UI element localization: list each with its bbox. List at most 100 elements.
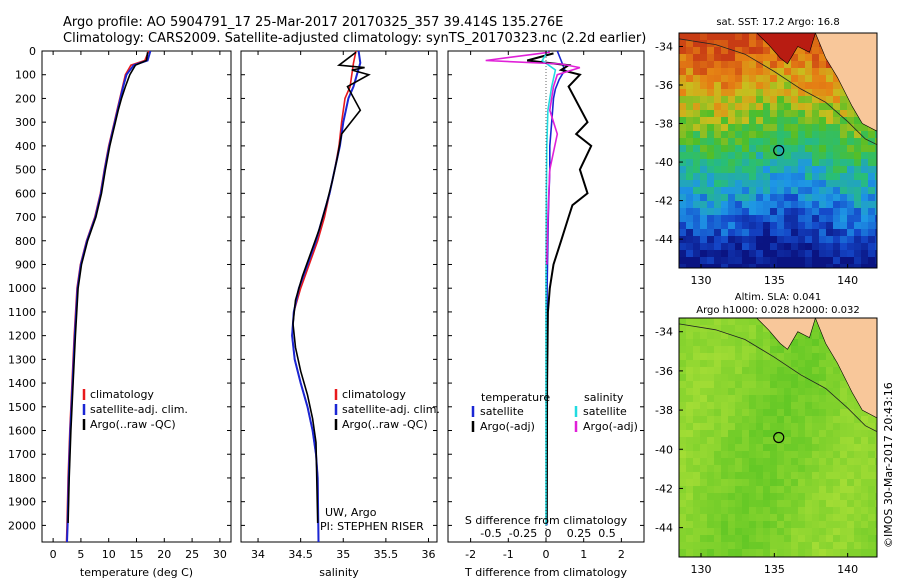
map-cell: [749, 465, 756, 472]
map-cell: [714, 318, 721, 325]
map-cell: [693, 430, 700, 437]
map-cell: [812, 472, 819, 479]
map-cell: [798, 542, 805, 549]
map-cell: [700, 430, 707, 437]
map-cell: [721, 229, 728, 236]
map-cell: [686, 500, 693, 507]
map-cell: [714, 194, 721, 201]
map-cell: [763, 110, 770, 117]
map-cell: [826, 535, 833, 542]
y-tick-label: 1500: [8, 401, 36, 414]
map-cell: [763, 222, 770, 229]
map-cell: [749, 243, 756, 250]
map-cell: [798, 250, 805, 257]
map-cell: [777, 479, 784, 486]
map-cell: [707, 215, 714, 222]
map-cell: [763, 131, 770, 138]
map-cell: [777, 423, 784, 430]
y-tick-label: -44: [655, 522, 673, 535]
map-cell: [707, 437, 714, 444]
map-cell: [777, 110, 784, 117]
map-cell: [784, 110, 791, 117]
map-cell: [707, 346, 714, 353]
map-cell: [840, 229, 847, 236]
map-cell: [784, 124, 791, 131]
map-cell: [812, 514, 819, 521]
map-cell: [770, 423, 777, 430]
map-cell: [686, 187, 693, 194]
map-cell: [847, 138, 854, 145]
map-cell: [819, 89, 826, 96]
map-cell: [763, 82, 770, 89]
map-cell: [826, 353, 833, 360]
map-cell: [763, 444, 770, 451]
map-cell: [826, 528, 833, 535]
map-cell: [763, 493, 770, 500]
map-cell: [693, 61, 700, 68]
map-cell: [714, 360, 721, 367]
map-cell: [763, 395, 770, 402]
map-cell: [763, 159, 770, 166]
map-cell: [826, 131, 833, 138]
map-cell: [826, 145, 833, 152]
map-cell: [833, 159, 840, 166]
map-cell: [784, 138, 791, 145]
map-cell: [791, 374, 798, 381]
map-cell: [721, 535, 728, 542]
map-cell: [721, 47, 728, 54]
map-cell: [784, 444, 791, 451]
map-cell: [686, 47, 693, 54]
map-cell: [721, 250, 728, 257]
map-cell: [749, 96, 756, 103]
map-cell: [840, 124, 847, 131]
map-cell: [791, 68, 798, 75]
map-cell: [693, 166, 700, 173]
map-cell: [763, 103, 770, 110]
x-tick-label: 35: [336, 548, 350, 561]
map-cell: [693, 131, 700, 138]
map-cell: [686, 458, 693, 465]
map-cell: [805, 187, 812, 194]
map-cell: [749, 208, 756, 215]
map-cell: [847, 173, 854, 180]
map-cell: [763, 243, 770, 250]
map-cell: [742, 173, 749, 180]
map-cell: [742, 367, 749, 374]
map-cell: [707, 187, 714, 194]
y-tick-label: -38: [655, 404, 673, 417]
map-cell: [861, 229, 868, 236]
map-cell: [728, 152, 735, 159]
map-cell: [784, 257, 791, 264]
y-tick-label: -36: [655, 79, 673, 92]
map-cell: [686, 367, 693, 374]
map-cell: [749, 257, 756, 264]
map-cell: [826, 103, 833, 110]
map-cell: [735, 542, 742, 549]
map-cell: [805, 124, 812, 131]
map-cell: [749, 187, 756, 194]
map-cell: [847, 493, 854, 500]
map-cell: [735, 138, 742, 145]
map-cell: [805, 423, 812, 430]
map-cell: [819, 388, 826, 395]
map-cell: [847, 395, 854, 402]
map-cell: [805, 131, 812, 138]
map-cell: [798, 465, 805, 472]
map-cell: [770, 430, 777, 437]
map-cell: [854, 444, 861, 451]
map-title: Altim. SLA: 0.041: [735, 292, 821, 303]
map-cell: [735, 346, 742, 353]
map-cell: [798, 208, 805, 215]
map-cell: [861, 451, 868, 458]
map-cell: [805, 339, 812, 346]
map-cell: [735, 208, 742, 215]
map-cell: [728, 360, 735, 367]
map-cell: [721, 416, 728, 423]
map-cell: [819, 360, 826, 367]
map-cell: [861, 208, 868, 215]
map-cell: [763, 229, 770, 236]
map-cell: [756, 402, 763, 409]
x-tick-label: 5: [77, 548, 84, 561]
map-cell: [854, 430, 861, 437]
map-cell: [861, 215, 868, 222]
